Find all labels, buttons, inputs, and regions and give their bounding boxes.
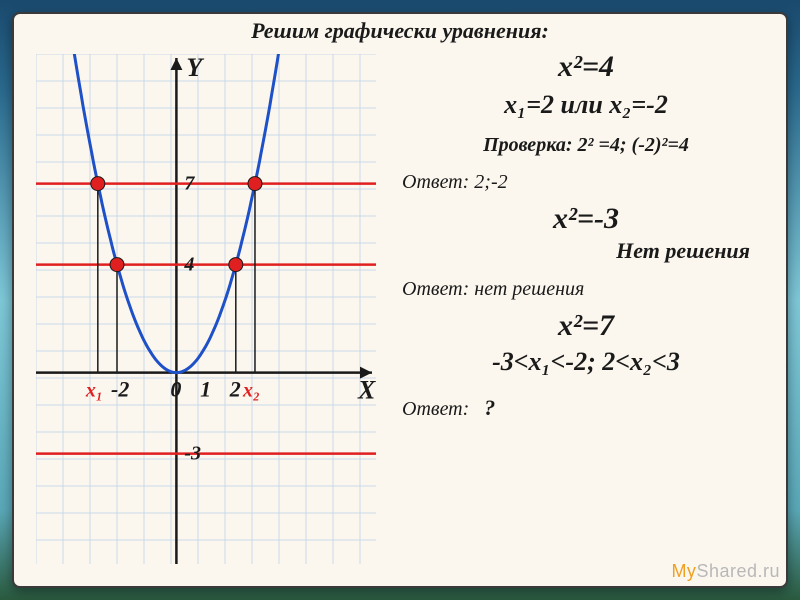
- x-tick-label: 1: [200, 377, 211, 402]
- coordinate-graph: X Y -2 012 x₁ x₂ 7 4 -3: [36, 54, 376, 564]
- answer-3-label: Ответ:: [402, 398, 469, 420]
- solution-2: Нет решения: [392, 238, 780, 264]
- intersection-point: [229, 258, 243, 272]
- y-tick-label: 4: [183, 254, 194, 276]
- watermark-tld: .ru: [757, 561, 780, 581]
- watermark-suffix: Shared: [696, 561, 757, 581]
- equation-1: x²=4: [392, 50, 780, 84]
- y-tick-label: -3: [184, 443, 201, 465]
- x-tick-label: 2: [229, 377, 241, 402]
- solution-3: -3<x₁<-2; 2<x₂<3: [392, 347, 780, 377]
- y-tick-label: 7: [184, 173, 195, 195]
- intersection-point: [248, 177, 262, 191]
- x-tick-label: -2: [111, 377, 129, 402]
- answer-3-value: ?: [484, 395, 495, 420]
- watermark-prefix: My: [671, 561, 696, 581]
- intersection-point: [91, 177, 105, 191]
- equation-3: x²=7: [392, 309, 780, 343]
- answer-1: Ответ: 2;-2: [392, 171, 780, 194]
- equation-2: x²=-3: [392, 202, 780, 236]
- answer-3: Ответ: ?: [392, 395, 780, 421]
- slide-title: Решим графически уравнения:: [14, 18, 786, 44]
- x-axis-label: X: [357, 376, 376, 405]
- answer-2: Ответ: нет решения: [392, 278, 780, 301]
- x-tick-label: 0: [170, 377, 181, 402]
- solution-1: x₁=2 или x₂=-2: [392, 90, 780, 120]
- root-label: x₁: [85, 380, 103, 402]
- slide-card: Решим графически уравнения: X Y -2 012 x₁ x₂ 7…: [12, 12, 788, 588]
- watermark: MyShared.ru: [671, 561, 780, 582]
- solutions-panel: x²=4 x₁=2 или x₂=-2 Проверка: 2² =4; (-2…: [392, 50, 780, 590]
- root-label: x₂: [242, 380, 260, 402]
- intersection-point: [110, 258, 124, 272]
- y-axis-label: Y: [186, 54, 204, 82]
- check-1: Проверка: 2² =4; (-2)²=4: [392, 134, 780, 157]
